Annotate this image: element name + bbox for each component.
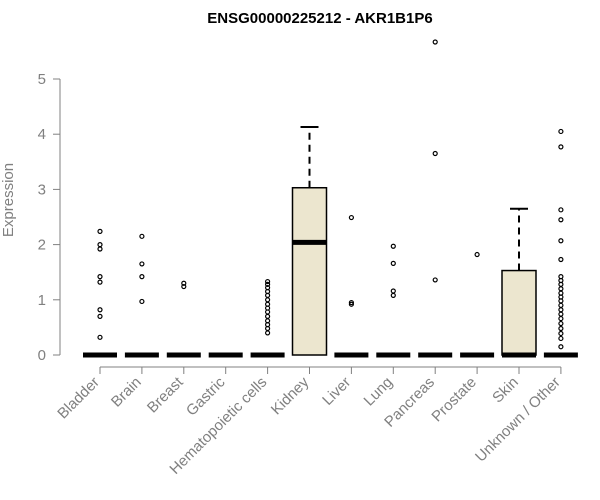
outlier-point <box>265 297 271 303</box>
outlier-point <box>558 238 564 244</box>
outlier-point <box>348 301 354 307</box>
outlier-point <box>265 313 271 319</box>
outlier-point <box>97 242 103 248</box>
outlier-point <box>139 274 145 280</box>
outlier-point <box>181 283 187 290</box>
outlier-point <box>97 246 103 252</box>
box-prostate <box>460 251 495 358</box>
box-breast <box>166 280 201 358</box>
outlier-point <box>432 39 438 45</box>
outlier-point <box>181 280 187 286</box>
outlier-point <box>558 320 564 327</box>
outlier-point <box>558 207 564 213</box>
outlier-point <box>265 281 271 287</box>
outlier-point <box>97 274 103 280</box>
box-hematopoietic-cells <box>250 278 285 358</box>
box-liver <box>334 214 369 358</box>
outlier-point <box>558 307 564 313</box>
outlier-point <box>432 277 438 283</box>
outlier-point <box>390 288 396 294</box>
outlier-point <box>97 228 103 234</box>
outlier-point <box>558 344 564 350</box>
box-unknown-other <box>543 128 578 358</box>
outlier-point <box>558 144 564 150</box>
y-tick-label: 0 <box>38 347 46 364</box>
outlier-point <box>558 311 564 317</box>
outlier-point <box>558 325 564 332</box>
box-brain <box>124 233 159 358</box>
x-tick-label: Prostate <box>428 374 480 426</box>
boxes-group <box>83 39 578 358</box>
y-tick-label: 1 <box>38 292 46 309</box>
box-iqr <box>291 186 328 356</box>
outlier-point <box>390 292 396 298</box>
outlier-point <box>265 278 271 285</box>
outlier-point <box>139 233 145 239</box>
x-tick-label: Liver <box>319 374 354 409</box>
box-iqr <box>501 269 537 356</box>
y-tick-label: 2 <box>38 237 46 254</box>
outlier-point <box>558 217 564 223</box>
outlier-point <box>390 260 396 266</box>
outlier-point <box>432 150 438 157</box>
box-pancreas <box>418 39 453 358</box>
x-tick-label: Bladder <box>54 374 103 423</box>
outlier-point <box>558 286 564 292</box>
outlier-point <box>348 214 354 221</box>
outlier-point <box>474 251 480 258</box>
box-lung <box>376 243 411 358</box>
x-tick-label: Kidney <box>268 373 313 418</box>
y-tick-label: 4 <box>38 126 46 143</box>
box-kidney <box>291 126 328 356</box>
x-tick-label: Skin <box>489 374 522 407</box>
outlier-point <box>139 298 145 305</box>
x-tick-label: Lung <box>361 374 397 410</box>
outlier-point <box>558 256 564 263</box>
outlier-point <box>139 261 145 267</box>
box-bladder <box>83 228 117 358</box>
outlier-point <box>558 330 564 337</box>
outlier-point <box>97 313 103 319</box>
outlier-point <box>558 302 564 308</box>
y-tick-label: 3 <box>38 181 46 198</box>
chart-title: ENSG00000225212 - AKR1B1P6 <box>207 10 432 27</box>
outlier-point <box>558 335 564 342</box>
outlier-point <box>390 243 396 249</box>
x-tick-label: Brain <box>108 374 145 411</box>
outlier-point <box>558 128 564 135</box>
outlier-point <box>97 334 103 340</box>
y-tick-label: 5 <box>38 71 46 88</box>
outlier-point <box>97 307 103 313</box>
y-axis-label: Expression <box>0 163 17 237</box>
outlier-point <box>558 315 564 322</box>
outlier-point <box>97 279 103 285</box>
outlier-point <box>265 330 271 336</box>
box-skin <box>501 207 537 358</box>
x-tick-label: Breast <box>144 373 187 416</box>
